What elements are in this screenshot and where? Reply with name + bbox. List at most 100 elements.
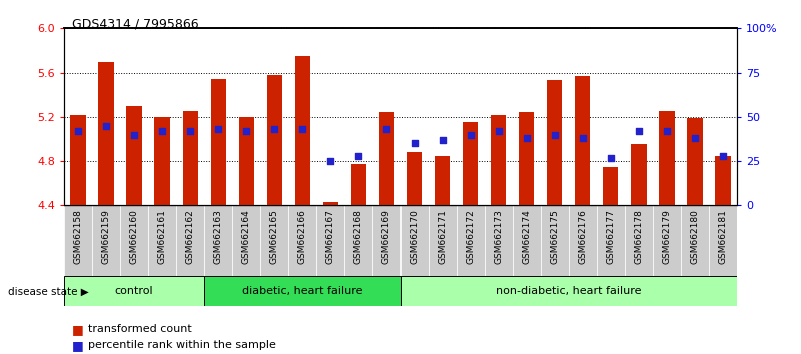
Bar [659, 111, 674, 205]
Point [436, 137, 449, 143]
Text: GSM662167: GSM662167 [326, 209, 335, 264]
Bar [204, 276, 400, 306]
Point [296, 126, 308, 132]
Bar [267, 75, 282, 205]
Bar [407, 152, 422, 205]
Text: non-diabetic, heart failure: non-diabetic, heart failure [496, 286, 642, 296]
Text: GSM662180: GSM662180 [690, 209, 699, 264]
Bar [625, 205, 653, 276]
Text: control: control [115, 286, 154, 296]
Text: GSM662165: GSM662165 [270, 209, 279, 264]
Bar [232, 205, 260, 276]
Point [660, 128, 673, 134]
Point [211, 126, 224, 132]
Text: GSM662171: GSM662171 [438, 209, 447, 264]
Text: GSM662160: GSM662160 [130, 209, 139, 264]
Point [688, 135, 701, 141]
Bar [183, 111, 198, 205]
Point [716, 153, 729, 159]
Bar [400, 276, 737, 306]
Point [183, 128, 196, 134]
Bar [120, 205, 148, 276]
Bar [155, 117, 170, 205]
Bar [547, 80, 562, 205]
Text: GDS4314 / 7995866: GDS4314 / 7995866 [72, 18, 199, 31]
Bar [99, 62, 114, 205]
Point [492, 128, 505, 134]
Bar [463, 122, 478, 205]
Point [604, 155, 617, 160]
Text: GSM662169: GSM662169 [382, 209, 391, 264]
Point [268, 126, 280, 132]
Bar [569, 205, 597, 276]
Bar [457, 205, 485, 276]
Point [155, 128, 168, 134]
Bar [429, 205, 457, 276]
Text: percentile rank within the sample: percentile rank within the sample [88, 340, 276, 350]
Text: transformed count: transformed count [88, 324, 192, 334]
Bar [288, 205, 316, 276]
Bar [379, 113, 394, 205]
Point [548, 132, 561, 137]
Point [632, 128, 645, 134]
Text: GSM662177: GSM662177 [606, 209, 615, 264]
Bar [64, 205, 92, 276]
Text: GSM662176: GSM662176 [578, 209, 587, 264]
Text: GSM662178: GSM662178 [634, 209, 643, 264]
Text: GSM662164: GSM662164 [242, 209, 251, 264]
Point [380, 126, 392, 132]
Text: GSM662170: GSM662170 [410, 209, 419, 264]
Text: GSM662168: GSM662168 [354, 209, 363, 264]
Bar [681, 205, 709, 276]
Bar [351, 164, 366, 205]
Point [72, 128, 85, 134]
Bar [709, 205, 737, 276]
Point [239, 128, 252, 134]
Bar [323, 202, 338, 205]
Bar [575, 76, 590, 205]
Text: GSM662158: GSM662158 [74, 209, 83, 264]
Text: GSM662172: GSM662172 [466, 209, 475, 264]
Bar [541, 205, 569, 276]
Bar [400, 205, 429, 276]
Bar [372, 205, 400, 276]
Bar [344, 205, 372, 276]
Text: GSM662181: GSM662181 [718, 209, 727, 264]
Text: disease state ▶: disease state ▶ [8, 287, 89, 297]
Bar [70, 115, 86, 205]
Text: GSM662161: GSM662161 [158, 209, 167, 264]
Text: ■: ■ [72, 339, 84, 352]
Point [99, 123, 112, 129]
Bar [485, 205, 513, 276]
Bar [491, 115, 506, 205]
Text: GSM662166: GSM662166 [298, 209, 307, 264]
Text: ■: ■ [72, 323, 84, 336]
Bar [260, 205, 288, 276]
Point [576, 135, 589, 141]
Bar [603, 167, 618, 205]
Bar [176, 205, 204, 276]
Bar [513, 205, 541, 276]
Bar [239, 117, 254, 205]
Bar [597, 205, 625, 276]
Bar [127, 106, 142, 205]
Bar [148, 205, 176, 276]
Text: GSM662162: GSM662162 [186, 209, 195, 264]
Text: GSM662179: GSM662179 [662, 209, 671, 264]
Bar [92, 205, 120, 276]
Bar [519, 113, 534, 205]
Bar [316, 205, 344, 276]
Text: GSM662163: GSM662163 [214, 209, 223, 264]
Bar [211, 79, 226, 205]
Point [324, 158, 336, 164]
Bar [715, 155, 731, 205]
Bar [204, 205, 232, 276]
Text: diabetic, heart failure: diabetic, heart failure [242, 286, 363, 296]
Text: GSM662174: GSM662174 [522, 209, 531, 264]
Bar [295, 56, 310, 205]
Text: GSM662159: GSM662159 [102, 209, 111, 264]
Bar [687, 118, 702, 205]
Point [464, 132, 477, 137]
Bar [64, 276, 204, 306]
Bar [435, 155, 450, 205]
